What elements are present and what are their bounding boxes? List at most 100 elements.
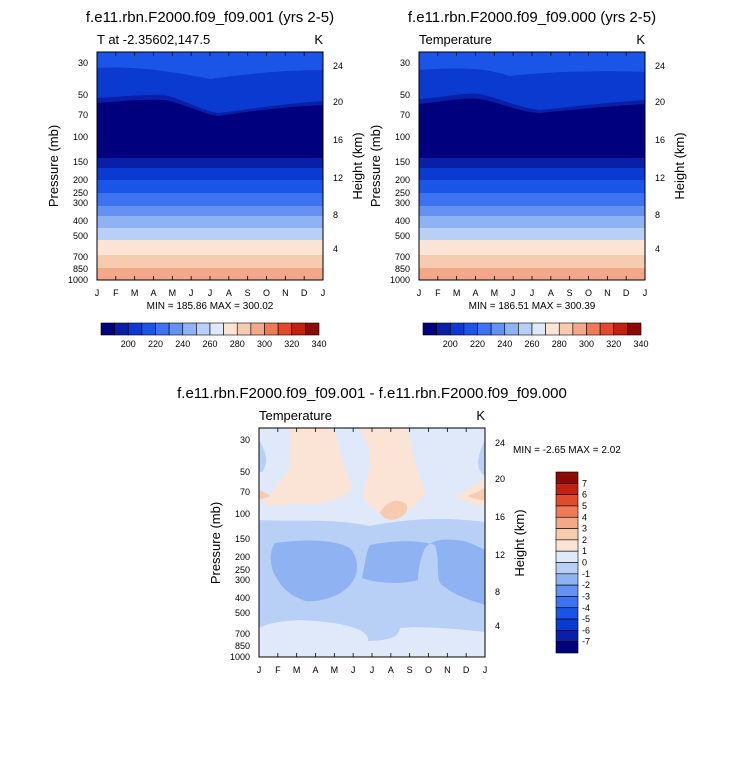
- panel-2-title: f.e11.rbn.F2000.f09_f09.000 (yrs 2-5): [408, 9, 656, 26]
- panel-2-subtitle: Temperature: [419, 32, 492, 47]
- xtick-label: J: [189, 288, 194, 298]
- panel-3-stats: MIN = -2.65 MAX = 2.02: [513, 445, 621, 456]
- ytick: 400: [395, 216, 410, 226]
- band-neg2-to-neg3-right: [362, 539, 485, 605]
- ytick: 400: [73, 216, 88, 226]
- colorbar-swatch: [555, 641, 579, 654]
- panel-1-contours: [97, 52, 323, 280]
- ytick: 250: [395, 188, 410, 198]
- y2tick: 12: [333, 173, 343, 183]
- colorbar-label: 0: [582, 558, 587, 568]
- ytick: 850: [73, 264, 88, 274]
- xtick-label: A: [150, 288, 156, 298]
- panel-1-units: K: [314, 32, 323, 47]
- y2tick: 16: [495, 512, 505, 522]
- xtick-label: J: [643, 288, 648, 298]
- colorbar-label: 300: [579, 339, 594, 349]
- xtick-label: N: [604, 288, 611, 298]
- ytick: 500: [395, 231, 410, 241]
- ytick: 50: [400, 90, 410, 100]
- colorbar-swatch: [613, 322, 628, 336]
- xtick-label: A: [226, 288, 232, 298]
- ytick: 1000: [230, 652, 250, 662]
- band-neg1-to-neg2-left-edge: [259, 440, 267, 472]
- band-290: [97, 255, 323, 268]
- panel-1-y2label: Height (km): [350, 132, 365, 199]
- ytick: 30: [240, 435, 250, 445]
- xtick-label: A: [312, 665, 318, 675]
- panel-2-contours: [419, 52, 645, 280]
- colorbar-swatch: [477, 322, 492, 336]
- panel-2-stats: MIN = 186.51 MAX = 300.39: [469, 301, 596, 312]
- xtick-label: O: [585, 288, 592, 298]
- band-230-lower: [97, 180, 323, 193]
- y2tick: 20: [655, 97, 665, 107]
- colorbar-swatch: [114, 322, 129, 336]
- y2tick: 16: [655, 135, 665, 145]
- panel-3-colorbar: 7 654 321 0-1-2-3 -4-5-6 -7: [555, 471, 590, 654]
- ytick: 1000: [68, 275, 88, 285]
- colorbar-swatch: [555, 550, 579, 563]
- band-0-to-1-right: [360, 428, 425, 515]
- xtick-label: N: [282, 288, 289, 298]
- ytick: 30: [78, 58, 88, 68]
- colorbar-swatch: [141, 322, 156, 336]
- band-250: [97, 206, 323, 216]
- ytick: 700: [395, 252, 410, 262]
- ytick: 50: [240, 467, 250, 477]
- ytick: 100: [235, 509, 250, 519]
- xtick-label: S: [407, 665, 413, 675]
- band-210-lower: [97, 158, 323, 168]
- colorbar-label: 200: [443, 339, 458, 349]
- band-290: [419, 255, 645, 268]
- ytick: 150: [73, 157, 88, 167]
- colorbar-swatch: [449, 322, 465, 336]
- colorbar-swatch: [572, 322, 587, 336]
- panel-2: f.e11.rbn.F2000.f09_f09.000 (yrs 2-5) Te…: [368, 9, 687, 349]
- colorbar-swatch: [182, 322, 197, 336]
- panel-3-y2label: Height (km): [512, 509, 527, 576]
- frame-tickmarks: [96, 52, 324, 280]
- colorbar-swatch: [223, 322, 238, 336]
- colorbar-label: 4: [582, 512, 587, 522]
- panel-1-title: f.e11.rbn.F2000.f09_f09.001 (yrs 2-5): [86, 9, 334, 26]
- panel-2-y-ticks: 30 50 70 100 150 200 250 300 400 500 700…: [390, 58, 410, 285]
- band-280: [419, 240, 645, 255]
- band-230-lower: [419, 180, 645, 193]
- band-200: [419, 98, 645, 158]
- colorbar-label: 6: [582, 490, 587, 500]
- ytick: 50: [78, 90, 88, 100]
- band-260: [419, 216, 645, 228]
- ytick: 30: [400, 58, 410, 68]
- ytick: 1000: [390, 275, 410, 285]
- colorbar-label: 220: [470, 339, 485, 349]
- y2tick: 4: [495, 621, 500, 631]
- panel-1: f.e11.rbn.F2000.f09_f09.001 (yrs 2-5) T …: [46, 9, 365, 349]
- colorbar-swatch: [196, 322, 211, 336]
- panel-1-stats: MIN = 185.86 MAX = 300.02: [147, 301, 274, 312]
- colorbar-swatch: [555, 630, 579, 642]
- panel-3-ylabel: Pressure (mb): [208, 502, 223, 584]
- colorbar-swatch: [555, 516, 579, 529]
- band-1-to-2-edge-right: [468, 488, 485, 500]
- y2tick: 16: [333, 135, 343, 145]
- colorbar-label: 320: [606, 339, 621, 349]
- xtick-label: F: [275, 665, 281, 675]
- ytick: 700: [235, 629, 250, 639]
- colorbar-swatch: [100, 322, 115, 336]
- colorbar-swatch: [250, 322, 265, 336]
- y2tick: 12: [495, 550, 505, 560]
- y2tick: 4: [655, 244, 660, 254]
- frame-tickmarks: [258, 428, 486, 657]
- band-280: [97, 240, 323, 255]
- xtick-label: J: [208, 288, 213, 298]
- colorbar-swatch: [155, 322, 170, 336]
- y2tick: 20: [495, 474, 505, 484]
- band-220-lower: [97, 168, 323, 180]
- ytick: 500: [73, 231, 88, 241]
- colorbar-label: 200: [121, 339, 136, 349]
- band-0-to-1-left: [262, 428, 352, 506]
- colorbar-swatch: [291, 322, 306, 336]
- colorbar-swatch: [586, 322, 601, 336]
- xtick-label: D: [463, 665, 470, 675]
